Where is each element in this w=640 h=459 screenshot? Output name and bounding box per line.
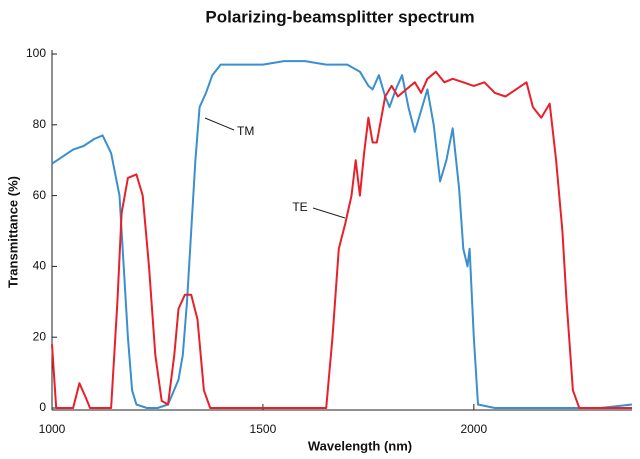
label-leader: [312, 207, 346, 219]
y-tick-label: 40: [33, 259, 47, 273]
x-axis-label: Wavelength (nm): [308, 438, 412, 453]
x-tick-label: 2000: [460, 422, 487, 436]
series-label: TM: [237, 124, 254, 138]
series-line: [51, 60, 633, 409]
x-tick-label: 1500: [250, 422, 277, 436]
series-line: [51, 70, 632, 409]
series-label: TE: [292, 200, 307, 214]
y-tick-label: 20: [33, 329, 47, 343]
label-leader: [204, 117, 235, 131]
y-tick-label: 100: [26, 46, 46, 60]
y-axis-label: Transmittance (%): [5, 176, 20, 288]
x-tick-label: 1000: [39, 422, 66, 436]
y-tick-label: 80: [33, 117, 47, 131]
chart-title: Polarizing-beamsplitter spectrum: [205, 7, 474, 26]
y-tick-label: 60: [33, 188, 47, 202]
y-tick-label: 0: [39, 400, 46, 414]
